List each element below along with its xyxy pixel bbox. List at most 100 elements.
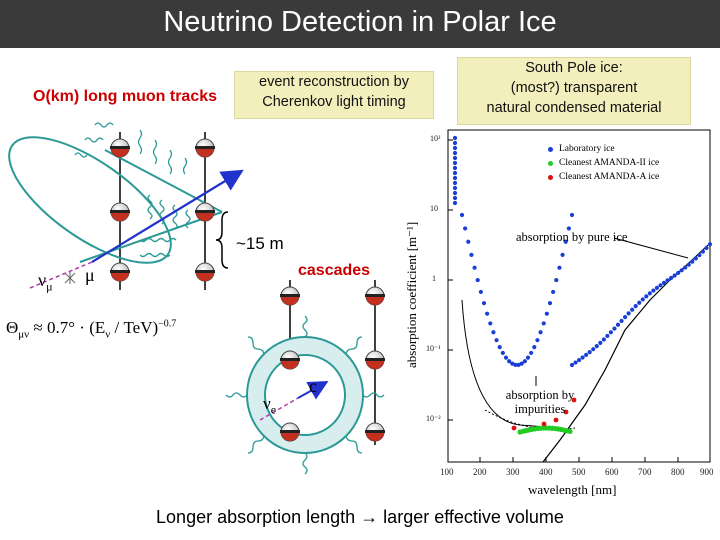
data-point bbox=[452, 190, 458, 196]
string-spacing-label: ~15 m bbox=[236, 234, 284, 253]
legend-label: Cleanest AMANDA-II ice bbox=[559, 158, 660, 168]
data-point bbox=[700, 249, 706, 254]
pmt-icon bbox=[195, 202, 215, 222]
data-point bbox=[615, 322, 621, 327]
data-point bbox=[488, 321, 493, 326]
data-point bbox=[587, 350, 592, 355]
optical-modules bbox=[110, 138, 385, 442]
x-tick-label: 400 bbox=[539, 467, 553, 477]
data-point bbox=[608, 330, 614, 335]
cascades-label: cascades bbox=[298, 262, 371, 279]
plot-legend: Laboratory ice Cleanest AMANDA-II ice Cl… bbox=[548, 142, 659, 184]
legend-item: Cleanest AMANDA-A ice bbox=[548, 170, 659, 184]
data-point bbox=[475, 277, 480, 283]
spacing-brace bbox=[215, 211, 229, 269]
cone-edge bbox=[104, 149, 223, 213]
slide-title: Neutrino Detection in Polar Ice bbox=[163, 6, 557, 38]
data-point bbox=[469, 252, 474, 258]
data-point bbox=[594, 343, 599, 349]
photon-waves bbox=[74, 122, 191, 258]
y-tick-label: 10⁻¹ bbox=[426, 344, 441, 353]
y-tick-label: 10² bbox=[430, 134, 441, 143]
impurity-curve bbox=[461, 299, 561, 429]
data-point bbox=[452, 185, 458, 191]
pmt-icon bbox=[110, 138, 130, 158]
nu-symbol: ν bbox=[263, 394, 271, 413]
data-point bbox=[567, 428, 573, 435]
data-point bbox=[679, 268, 684, 273]
formula-exponent: −0.7 bbox=[158, 318, 177, 330]
data-point bbox=[452, 155, 458, 161]
x-tick-label: 900 bbox=[700, 467, 714, 477]
data-point bbox=[697, 252, 702, 258]
data-point bbox=[658, 283, 663, 288]
south-pole-line-2: (most?) transparent bbox=[510, 80, 638, 96]
legend-marker bbox=[548, 174, 553, 180]
nu-symbol: ν bbox=[38, 270, 47, 290]
data-point bbox=[463, 226, 468, 231]
data-point bbox=[693, 256, 698, 261]
interaction-vertex-icon bbox=[64, 272, 76, 284]
south-pole-line-1: South Pole ice: bbox=[525, 60, 623, 76]
data-point bbox=[491, 330, 496, 335]
muon-symbol: μ bbox=[85, 265, 95, 285]
data-point bbox=[676, 270, 681, 276]
data-point bbox=[452, 170, 458, 176]
data-point bbox=[478, 289, 483, 295]
neutrino-track bbox=[29, 261, 93, 289]
data-point bbox=[535, 338, 540, 343]
y-tick-label: 1 bbox=[432, 274, 436, 283]
data-point bbox=[557, 265, 562, 270]
legend-marker bbox=[548, 146, 553, 152]
data-point bbox=[576, 357, 582, 363]
cherenkov-cone bbox=[8, 136, 172, 264]
data-point bbox=[647, 291, 652, 296]
pmt-icon bbox=[280, 422, 300, 442]
data-point bbox=[683, 265, 688, 270]
data-point bbox=[452, 140, 458, 146]
plot-frame bbox=[447, 129, 711, 463]
laboratory-ice-points bbox=[452, 135, 713, 368]
data-point bbox=[601, 337, 606, 342]
data-point bbox=[560, 252, 565, 258]
formula-sub2: ν bbox=[105, 328, 111, 341]
cascade-rays bbox=[225, 315, 385, 475]
data-point bbox=[554, 277, 559, 283]
data-point bbox=[569, 362, 575, 368]
data-point bbox=[481, 301, 487, 306]
data-point bbox=[644, 294, 649, 299]
data-point bbox=[507, 359, 512, 364]
amanda-a-points bbox=[511, 397, 577, 431]
pmt-icon bbox=[195, 262, 215, 282]
data-point bbox=[640, 297, 645, 302]
data-point bbox=[544, 311, 549, 316]
electron-track bbox=[297, 381, 329, 400]
muon-track-label: O(km) long muon tracks bbox=[33, 88, 218, 105]
data-point bbox=[452, 180, 458, 186]
data-point bbox=[547, 301, 553, 306]
reconstruction-line-2: Cherenkov light timing bbox=[262, 94, 406, 110]
formula-sub: μν bbox=[18, 328, 30, 341]
data-point bbox=[686, 262, 691, 267]
electron-neutrino-symbol: νe bbox=[263, 394, 276, 417]
x-tick-label: 300 bbox=[506, 467, 520, 477]
data-point bbox=[452, 160, 458, 166]
x-tick-label: 500 bbox=[572, 467, 586, 477]
data-point bbox=[541, 421, 547, 427]
data-point bbox=[497, 344, 502, 350]
data-point bbox=[626, 311, 631, 316]
data-point bbox=[532, 344, 537, 350]
south-pole-callout: South Pole ice: (most?) transparent natu… bbox=[458, 58, 690, 124]
muon-track bbox=[91, 169, 244, 263]
formula-rhs: ≈ 0.7° · (E bbox=[29, 318, 106, 337]
data-point bbox=[651, 288, 656, 293]
legend-label: Laboratory ice bbox=[559, 144, 615, 154]
data-point bbox=[500, 350, 505, 356]
data-point bbox=[665, 278, 670, 283]
plot-y-axis-label: absorption coefficient [m⁻¹] bbox=[404, 221, 419, 368]
x-tick-label: 800 bbox=[671, 467, 685, 477]
data-point bbox=[661, 280, 667, 285]
data-point bbox=[630, 307, 635, 312]
impurity-dotted-curve bbox=[484, 409, 576, 431]
reconstruction-callout: event reconstruction by Cherenkov light … bbox=[235, 72, 433, 118]
